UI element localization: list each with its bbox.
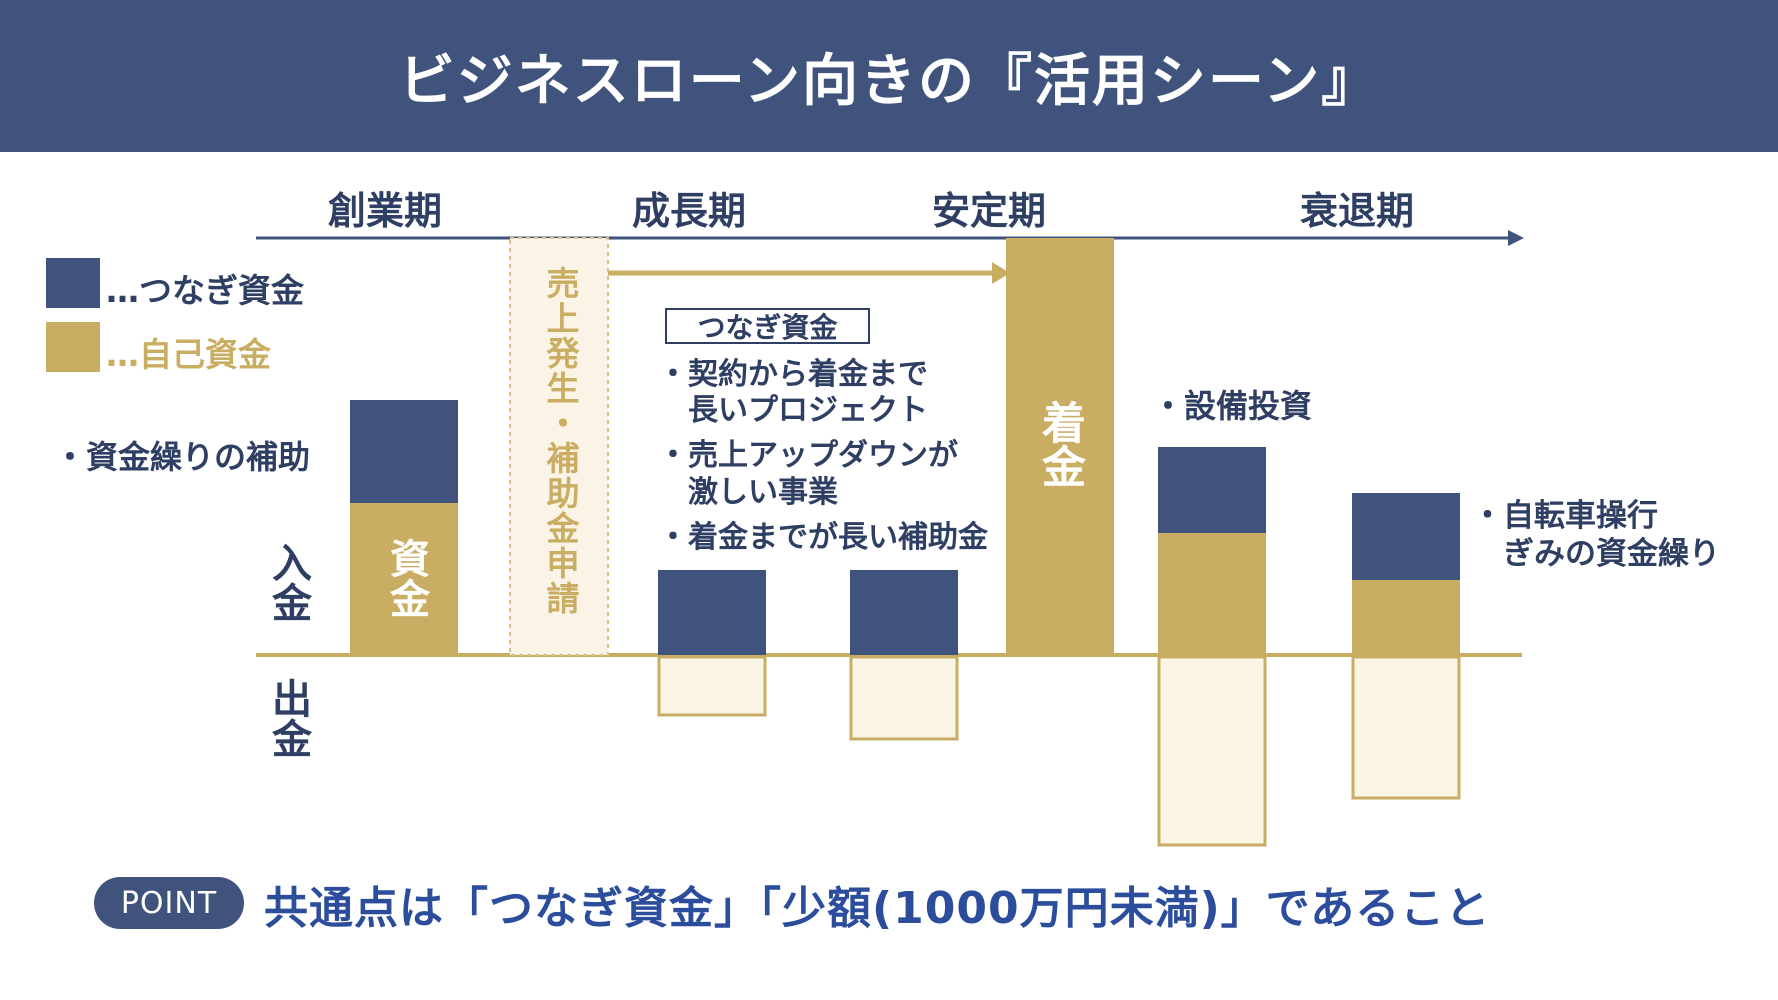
- legend-swatch-bridge: [46, 258, 100, 308]
- decline-note-2-line1: ・自転車操行: [1472, 498, 1658, 534]
- decline-bar2-out: [1351, 655, 1461, 800]
- growth-arrowhead: [992, 262, 1010, 284]
- sales-strip-text: 売上発生・補助金申請: [541, 266, 580, 616]
- phase-stable: 安定期: [932, 189, 1047, 233]
- legend-label-bridge: …つなぎ資金: [106, 271, 304, 310]
- decline-bar1-out: [1157, 655, 1267, 847]
- phase-growth: 成長期: [632, 189, 747, 233]
- stable-bar-label: 着金: [1034, 400, 1085, 488]
- axis-income-label: 入金: [265, 542, 311, 622]
- decline-bar1-own: [1158, 533, 1266, 655]
- growth-bullet-3: ・着金までが長い補助金: [658, 520, 988, 555]
- sales-strip: [509, 237, 609, 656]
- growth-bar2-out: [849, 655, 959, 741]
- legend-swatch-own: [46, 322, 100, 372]
- growth-bar2-in: [850, 570, 958, 655]
- axis-outgo-label: 出金: [265, 678, 311, 758]
- startup-note: ・資金繰りの補助: [54, 438, 311, 476]
- tsunagi-label-box: つなぎ資金: [665, 308, 870, 344]
- startup-bar-own: [350, 503, 458, 655]
- phase-startup: 創業期: [328, 189, 443, 233]
- page-title: ビジネスローン向きの『活用シーン』: [398, 48, 1380, 114]
- startup-bar-bridge: [350, 400, 458, 503]
- decline-bar2-bridge: [1352, 493, 1460, 580]
- growth-bullet-1: ・契約から着金まで: [658, 357, 928, 392]
- startup-bar-label: 資金: [383, 538, 429, 618]
- decline-bar2-own: [1352, 580, 1460, 655]
- growth-bar1-in: [658, 570, 766, 655]
- stable-bar: [1006, 238, 1114, 655]
- header-banner: ビジネスローン向きの『活用シーン』: [0, 0, 1778, 152]
- decline-note-2-line2: ぎみの資金繰り: [1472, 536, 1720, 572]
- legend-label-own: …自己資金: [106, 335, 271, 374]
- decline-bar1-bridge: [1158, 447, 1266, 533]
- growth-bullet-2: ・売上アップダウンが: [658, 438, 958, 473]
- phase-decline: 衰退期: [1300, 189, 1415, 233]
- point-badge: POINT: [94, 877, 244, 929]
- decline-note-1: ・設備投資: [1152, 387, 1313, 425]
- growth-bullet-1b: 長いプロジェクト: [658, 393, 928, 428]
- growth-bar1-out: [657, 655, 767, 717]
- growth-bullet-2b: 激しい事業: [658, 475, 838, 510]
- point-statement: 共通点は「つなぎ資金」「少額(1000万円未満)」であること: [264, 883, 1491, 934]
- timeline-arrowhead: [1508, 230, 1524, 246]
